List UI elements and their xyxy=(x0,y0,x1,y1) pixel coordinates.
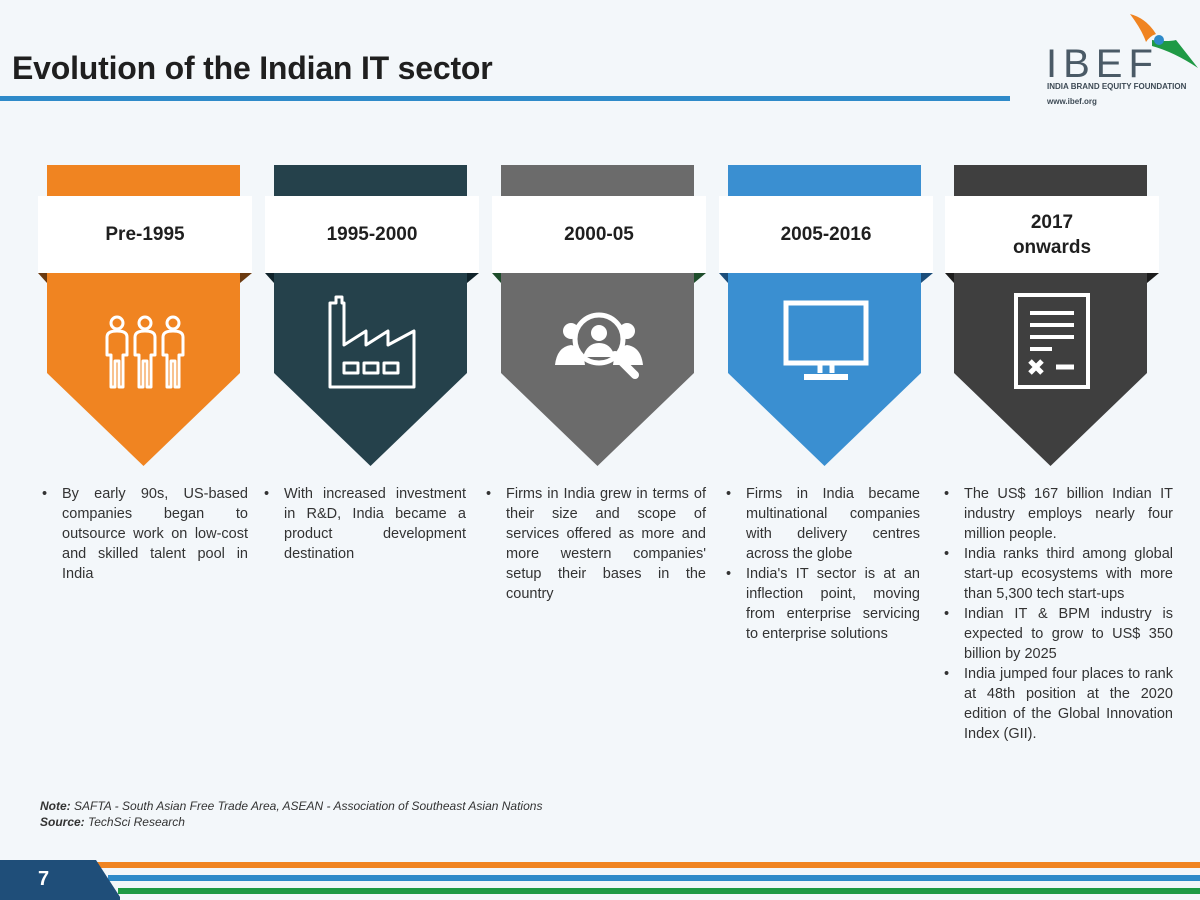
note-label: Note: xyxy=(40,799,71,813)
bullet-item: With increased investment in R&D, India … xyxy=(262,484,466,564)
footer-band-blue xyxy=(108,875,1200,881)
source-text: TechSci Research xyxy=(88,815,185,829)
stage-2005-2016: 2005-2016 xyxy=(719,165,933,470)
search-people-icon xyxy=(555,312,643,379)
stage-label: Pre-1995 xyxy=(38,196,252,273)
bullet-item: India ranks third among global start-up … xyxy=(942,544,1173,604)
footnotes: Note: SAFTA - South Asian Free Trade Are… xyxy=(40,798,542,830)
bullet-item: The US$ 167 billion Indian IT industry e… xyxy=(942,484,1173,544)
stage-5-bullets: The US$ 167 billion Indian IT industry e… xyxy=(942,484,1173,744)
monitor-icon xyxy=(783,300,869,380)
stage-4-bullets: Firms in India became multinational comp… xyxy=(724,484,920,644)
bullet-item: By early 90s, US-based companies began t… xyxy=(40,484,248,584)
bird-logo-icon xyxy=(1130,14,1198,68)
stage-label: 2000-05 xyxy=(492,196,706,273)
stage-2017-onwards: 2017 onwards xyxy=(945,165,1159,470)
stage-2-bullets: With increased investment in R&D, India … xyxy=(262,484,466,564)
stage-1-bullets: By early 90s, US-based companies began t… xyxy=(40,484,248,584)
stage-chevron xyxy=(492,165,706,466)
stage-pre-1995: Pre-1995 xyxy=(38,165,252,470)
stage-chevron xyxy=(265,165,479,466)
factory-icon xyxy=(328,295,416,389)
bullet-item: Indian IT & BPM industry is expected to … xyxy=(942,604,1173,664)
stage-label: 2017 onwards xyxy=(945,196,1159,273)
stage-3-bullets: Firms in India grew in terms of their si… xyxy=(484,484,706,604)
people-icon xyxy=(105,315,185,389)
page-title: Evolution of the Indian IT sector xyxy=(12,50,493,86)
footer-band-orange xyxy=(96,862,1200,868)
bullet-item: India jumped four places to rank at 48th… xyxy=(942,664,1173,744)
note-line: Note: SAFTA - South Asian Free Trade Are… xyxy=(40,798,542,814)
bullet-item: India's IT sector is at an inflection po… xyxy=(724,564,920,644)
footer-band-green xyxy=(118,888,1200,894)
stage-label: 2005-2016 xyxy=(719,196,933,273)
stage-2000-05: 2000-05 xyxy=(492,165,706,470)
stage-chevron xyxy=(719,165,933,466)
logo-wordmark: IBEF xyxy=(1046,42,1159,86)
title-underline xyxy=(0,96,1010,101)
stage-label: 1995-2000 xyxy=(265,196,479,273)
source-line: Source: TechSci Research xyxy=(40,814,542,830)
logo-url: www.ibef.org xyxy=(1047,97,1097,106)
page-number-tab xyxy=(0,860,120,900)
stage-1995-2000: 1995-2000 xyxy=(265,165,479,470)
stage-chevron xyxy=(945,165,1159,466)
source-label: Source: xyxy=(40,815,85,829)
bullet-item: Firms in India became multinational comp… xyxy=(724,484,920,564)
page-number: 7 xyxy=(38,868,50,890)
document-icon xyxy=(1014,293,1090,389)
logo-tagline: INDIA BRAND EQUITY FOUNDATION xyxy=(1047,82,1187,91)
bullet-item: Firms in India grew in terms of their si… xyxy=(484,484,706,604)
note-text: SAFTA - South Asian Free Trade Area, ASE… xyxy=(74,799,543,813)
ibef-logo: IBEF INDIA BRAND EQUITY FOUNDATION www.i… xyxy=(1046,12,1200,112)
